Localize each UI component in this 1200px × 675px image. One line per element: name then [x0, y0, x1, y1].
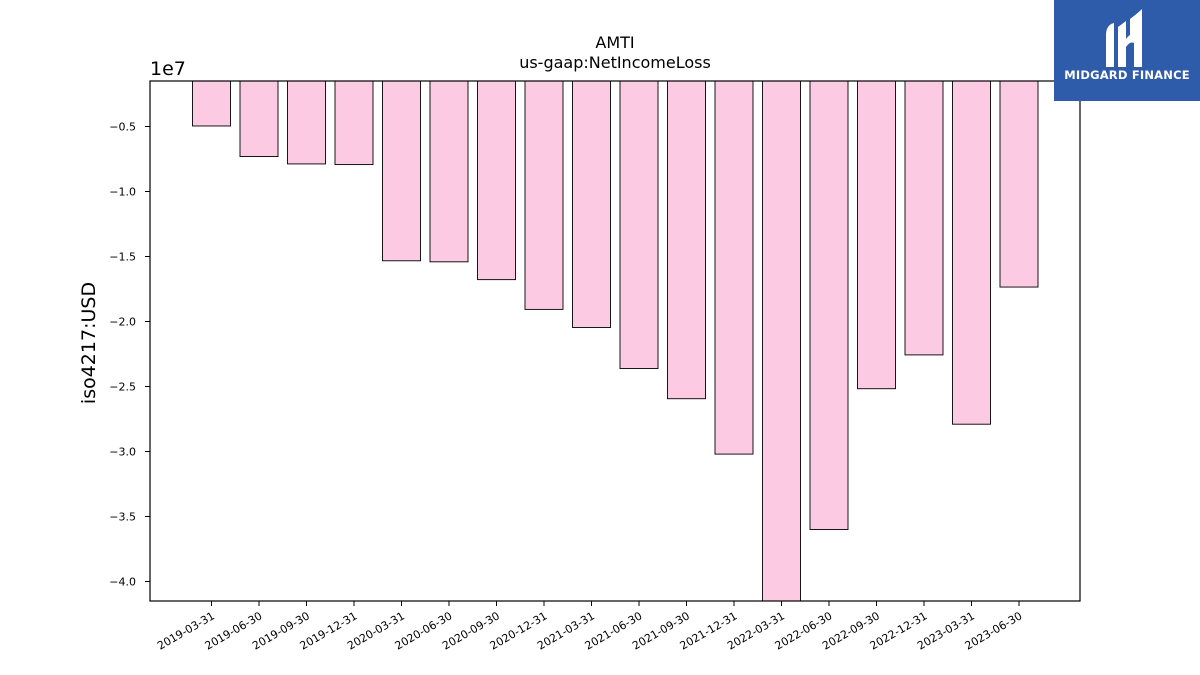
- brand-name: MIDGARD FINANCE: [1064, 68, 1190, 82]
- bar-2022-09-30: [857, 80, 896, 390]
- y-ticks-group: −0.5 −1.0 −1.5 −2.0 −2.5 −3.0 −3.5 −4.0: [109, 121, 150, 589]
- bar-2022-12-31: [904, 80, 944, 356]
- chart-title: AMTI: [595, 33, 634, 52]
- y-tick-label: −0.5: [109, 121, 136, 134]
- bar-2020-03-31: [382, 80, 421, 262]
- y-axis-label: iso4217:USD: [78, 282, 100, 404]
- y-tick-label: −3.0: [109, 446, 136, 459]
- bars-group: [192, 80, 1039, 602]
- x-ticks-group: 2019-03-312019-06-302019-09-302019-12-31…: [155, 601, 1025, 653]
- y-tick-label: −2.0: [109, 316, 136, 329]
- bar-2023-03-31: [952, 80, 991, 425]
- chart-subtitle: us-gaap:NetIncomeLoss: [519, 53, 711, 72]
- y-tick-label: −1.0: [109, 186, 136, 199]
- y-offset-label: 1e7: [150, 58, 186, 80]
- brand-logo: MIDGARD FINANCE: [1054, 0, 1200, 101]
- bar-2022-06-30: [809, 80, 849, 530]
- y-tick-label: −4.0: [109, 576, 136, 589]
- bar-2021-09-30: [667, 80, 706, 400]
- y-tick-label: −3.5: [109, 511, 136, 524]
- brand-mark-icon: [1106, 9, 1142, 67]
- bar-2022-03-31: [762, 80, 801, 602]
- bar-2019-03-31: [192, 80, 231, 127]
- y-tick-label: −1.5: [109, 251, 136, 264]
- bar-2019-09-30: [287, 80, 326, 165]
- bar-2020-06-30: [429, 80, 469, 263]
- bar-2021-06-30: [619, 80, 659, 370]
- bar-2020-12-31: [524, 80, 564, 310]
- bar-2019-06-30: [239, 80, 279, 157]
- bar-2021-03-31: [572, 80, 611, 328]
- plot-frame: [149, 80, 1081, 602]
- bar-2021-12-31: [714, 80, 754, 455]
- y-tick-label: −2.5: [109, 381, 136, 394]
- bar-2020-09-30: [477, 80, 516, 281]
- bar-2023-06-30: [999, 80, 1039, 288]
- bar-2019-12-31: [334, 80, 374, 166]
